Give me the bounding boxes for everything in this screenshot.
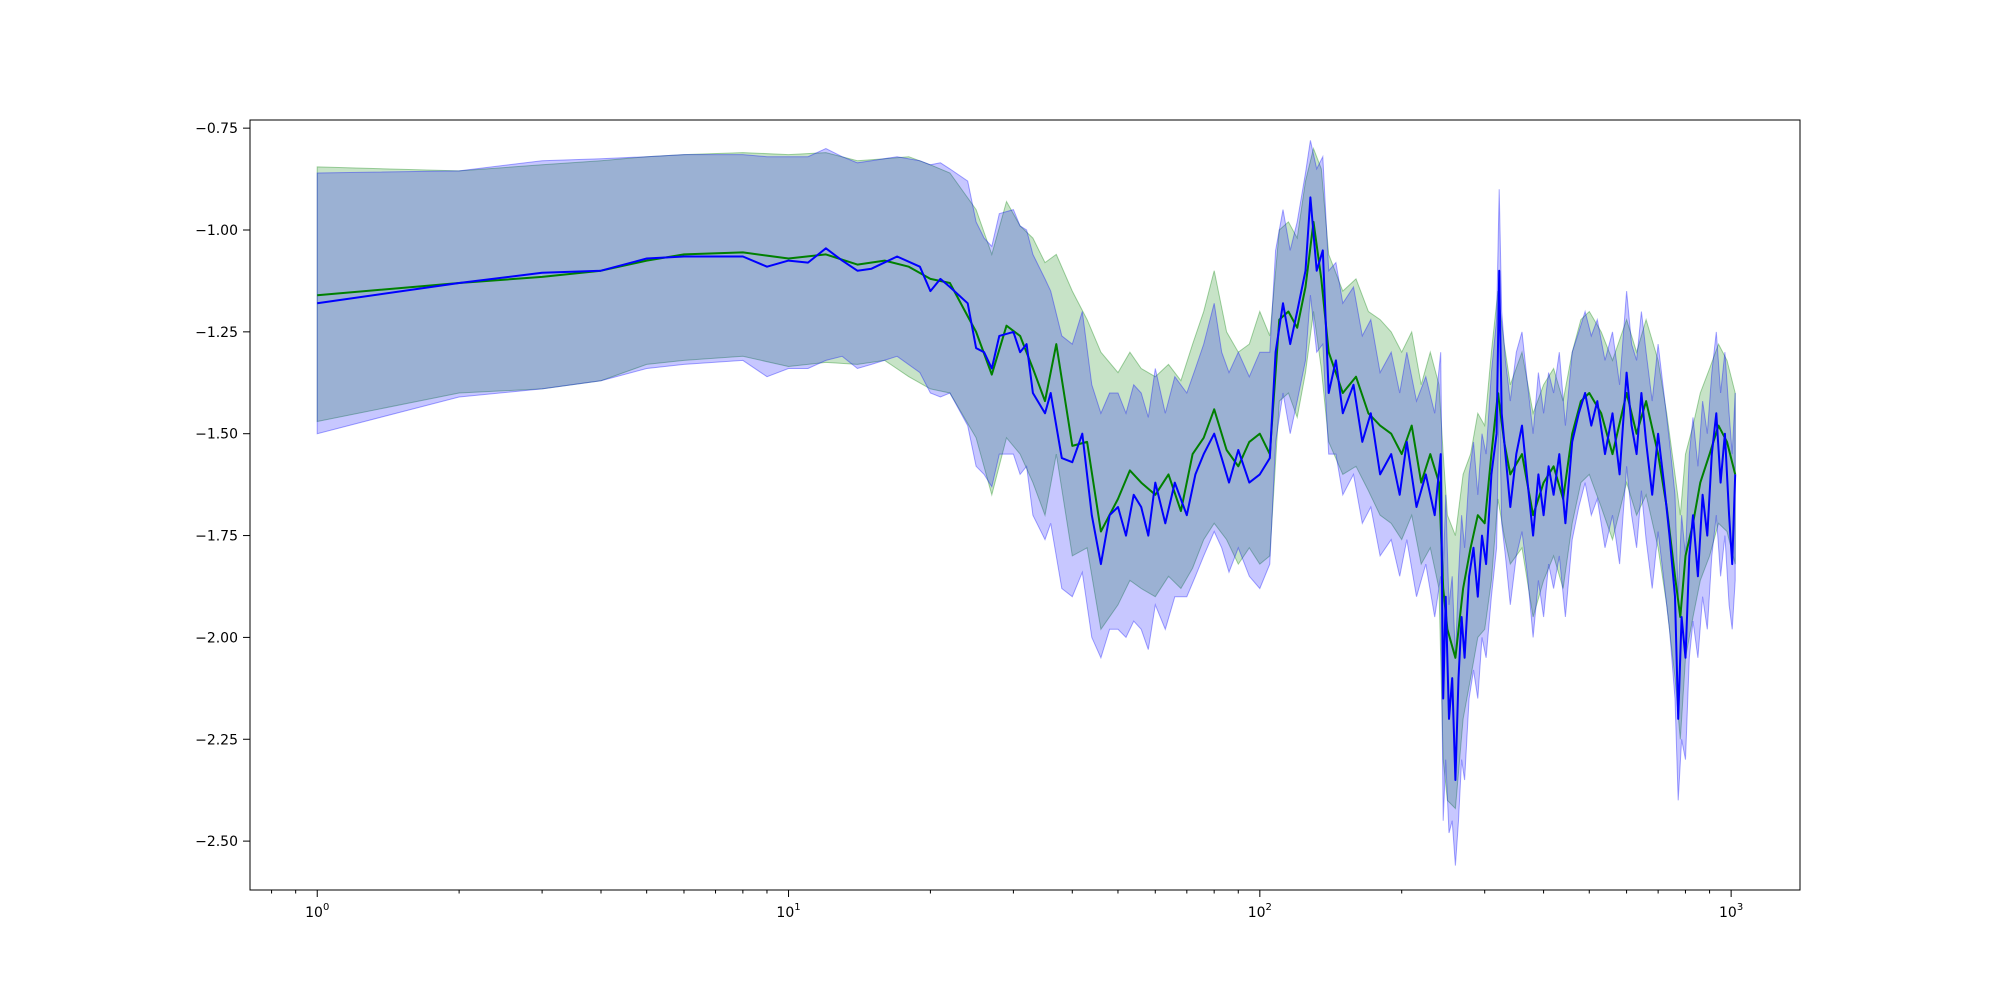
y-axis: −0.75 −1.00 −1.25 −1.50 −1.75 −2.00 −2.25 −2.50 xyxy=(195,121,250,850)
y-tick-label: −1.25 xyxy=(195,325,238,341)
series-1-line xyxy=(317,220,1737,659)
x-tick-label: 101 xyxy=(776,902,800,921)
y-tick-label: −0.75 xyxy=(195,121,238,137)
y-tick-label: −2.25 xyxy=(195,732,238,748)
plot-area-frame xyxy=(249,119,1801,891)
x-tick-label: 100 xyxy=(305,902,329,921)
x-axis: 100 101 102 103 xyxy=(271,890,1743,921)
series-1-band xyxy=(316,146,1736,810)
y-tick-label: −1.75 xyxy=(195,529,238,545)
series-2-band xyxy=(316,140,1736,866)
y-tick-label: −1.50 xyxy=(195,427,238,443)
series-lines xyxy=(317,196,1737,781)
y-tick-label: −2.00 xyxy=(195,630,238,646)
x-tick-label: 103 xyxy=(1719,902,1743,921)
y-tick-label: −1.00 xyxy=(195,223,238,239)
x-tick-label: 102 xyxy=(1248,902,1272,921)
series-2-line xyxy=(317,196,1737,781)
y-tick-label: −2.50 xyxy=(195,834,238,850)
confidence-bands xyxy=(316,140,1736,866)
